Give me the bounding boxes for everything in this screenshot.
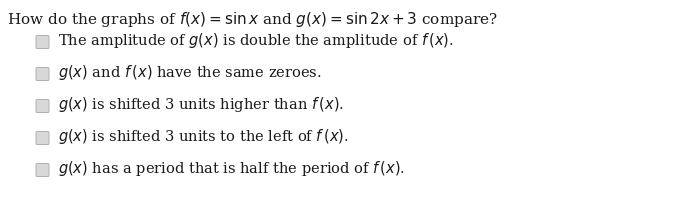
FancyBboxPatch shape — [36, 164, 49, 176]
Text: How do the graphs of $f(x)=\sin x$ and $g(x)=\sin 2x+3$ compare?: How do the graphs of $f(x)=\sin x$ and $… — [7, 10, 498, 29]
FancyBboxPatch shape — [36, 68, 49, 81]
Text: $g(x)$ is shifted 3 units higher than $f\,(x)$.: $g(x)$ is shifted 3 units higher than $f… — [58, 96, 344, 115]
Text: $g(x)$ is shifted 3 units to the left of $f\,(x)$.: $g(x)$ is shifted 3 units to the left of… — [58, 127, 349, 146]
FancyBboxPatch shape — [36, 131, 49, 145]
Text: The amplitude of $g(x)$ is double the amplitude of $f\,(x)$.: The amplitude of $g(x)$ is double the am… — [58, 31, 454, 50]
FancyBboxPatch shape — [36, 35, 49, 49]
Text: $g(x)$ has a period that is half the period of $f\,(x)$.: $g(x)$ has a period that is half the per… — [58, 160, 405, 179]
FancyBboxPatch shape — [36, 100, 49, 112]
Text: $g(x)$ and $f\,(x)$ have the same zeroes.: $g(x)$ and $f\,(x)$ have the same zeroes… — [58, 64, 322, 83]
